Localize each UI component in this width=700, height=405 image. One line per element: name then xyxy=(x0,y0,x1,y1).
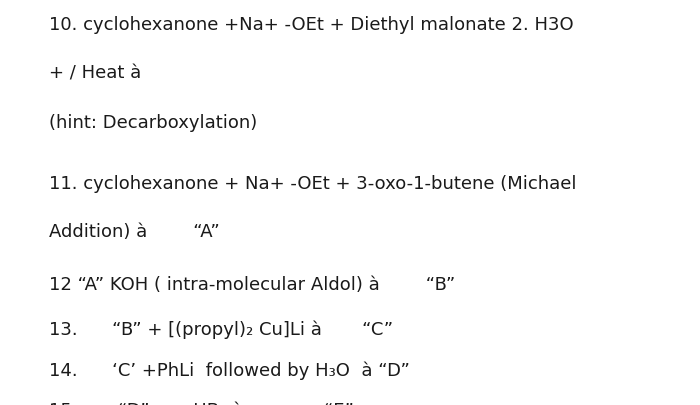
Text: 12 “A” KOH ( intra-molecular Aldol) à        “B”: 12 “A” KOH ( intra-molecular Aldol) à “B… xyxy=(49,275,455,293)
Text: 14.      ‘C’ +PhLi  followed by H₃O  à “D”: 14. ‘C’ +PhLi followed by H₃O à “D” xyxy=(49,360,410,379)
Text: 15 .      “D” +    HBr à              “E”: 15 . “D” + HBr à “E” xyxy=(49,401,354,405)
Text: 11. cyclohexanone + Na+ -OEt + 3-oxo-1-butene (Michael: 11. cyclohexanone + Na+ -OEt + 3-oxo-1-b… xyxy=(49,174,577,192)
Text: 13.      “B” + [(propyl)₂ Cu]Li à       “C”: 13. “B” + [(propyl)₂ Cu]Li à “C” xyxy=(49,320,393,339)
Text: (hint: Decarboxylation): (hint: Decarboxylation) xyxy=(49,113,258,131)
Text: + / Heat à: + / Heat à xyxy=(49,65,141,83)
Text: 10. cyclohexanone +Na+ -OEt + Diethyl malonate 2. H3O: 10. cyclohexanone +Na+ -OEt + Diethyl ma… xyxy=(49,16,573,34)
Text: Addition) à        “A”: Addition) à “A” xyxy=(49,223,220,241)
